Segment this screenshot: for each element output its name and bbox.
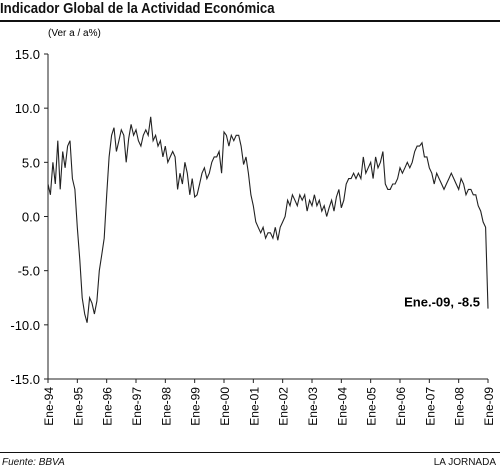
y-tick-label: 15.0 <box>15 47 40 62</box>
x-tick-label: Ene-99 <box>189 387 203 426</box>
annotation-label: Ene.-09, -8.5 <box>404 295 480 310</box>
x-tick-label: Ene-95 <box>71 387 85 426</box>
series-line <box>47 116 489 323</box>
source-note: Fuente: BBVA <box>2 457 65 468</box>
x-tick-label: Ene-94 <box>42 387 56 426</box>
title-rule <box>0 20 500 22</box>
x-tick-label: Ene-96 <box>101 387 115 426</box>
x-tick-label: Ene-05 <box>365 387 379 426</box>
x-tick-label: Ene-01 <box>247 387 261 426</box>
x-tick-label: Ene-02 <box>277 387 291 426</box>
x-tick-label: Ene-03 <box>306 387 320 426</box>
x-tick-label: Ene-09 <box>482 387 496 426</box>
y-tick-label: 5.0 <box>22 155 40 170</box>
y-tick-label: -5.0 <box>18 264 40 279</box>
x-tick-label: Ene-00 <box>218 387 232 426</box>
y-tick-label: 10.0 <box>15 101 40 116</box>
y-axis-unit-label: (Ver a / a%) <box>48 28 101 39</box>
y-tick-label: -15.0 <box>10 372 40 387</box>
x-tick-label: Ene-97 <box>130 387 144 426</box>
x-tick-label: Ene-98 <box>159 387 173 426</box>
chart-title: Indicador Global de la Actividad Económi… <box>0 0 275 17</box>
y-tick-label: 0.0 <box>22 210 40 225</box>
y-tick-label: -10.0 <box>10 318 40 333</box>
x-tick-label: Ene-04 <box>335 387 349 426</box>
x-tick-label: Ene-07 <box>423 387 437 426</box>
footer-rule <box>0 452 500 453</box>
credit-label: LA JORNADA <box>433 457 496 468</box>
x-tick-label: Ene-08 <box>453 387 467 426</box>
x-tick-label: Ene-06 <box>394 387 408 426</box>
